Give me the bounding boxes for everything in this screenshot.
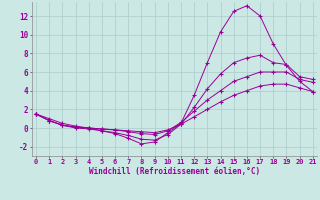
X-axis label: Windchill (Refroidissement éolien,°C): Windchill (Refroidissement éolien,°C) [89,167,260,176]
